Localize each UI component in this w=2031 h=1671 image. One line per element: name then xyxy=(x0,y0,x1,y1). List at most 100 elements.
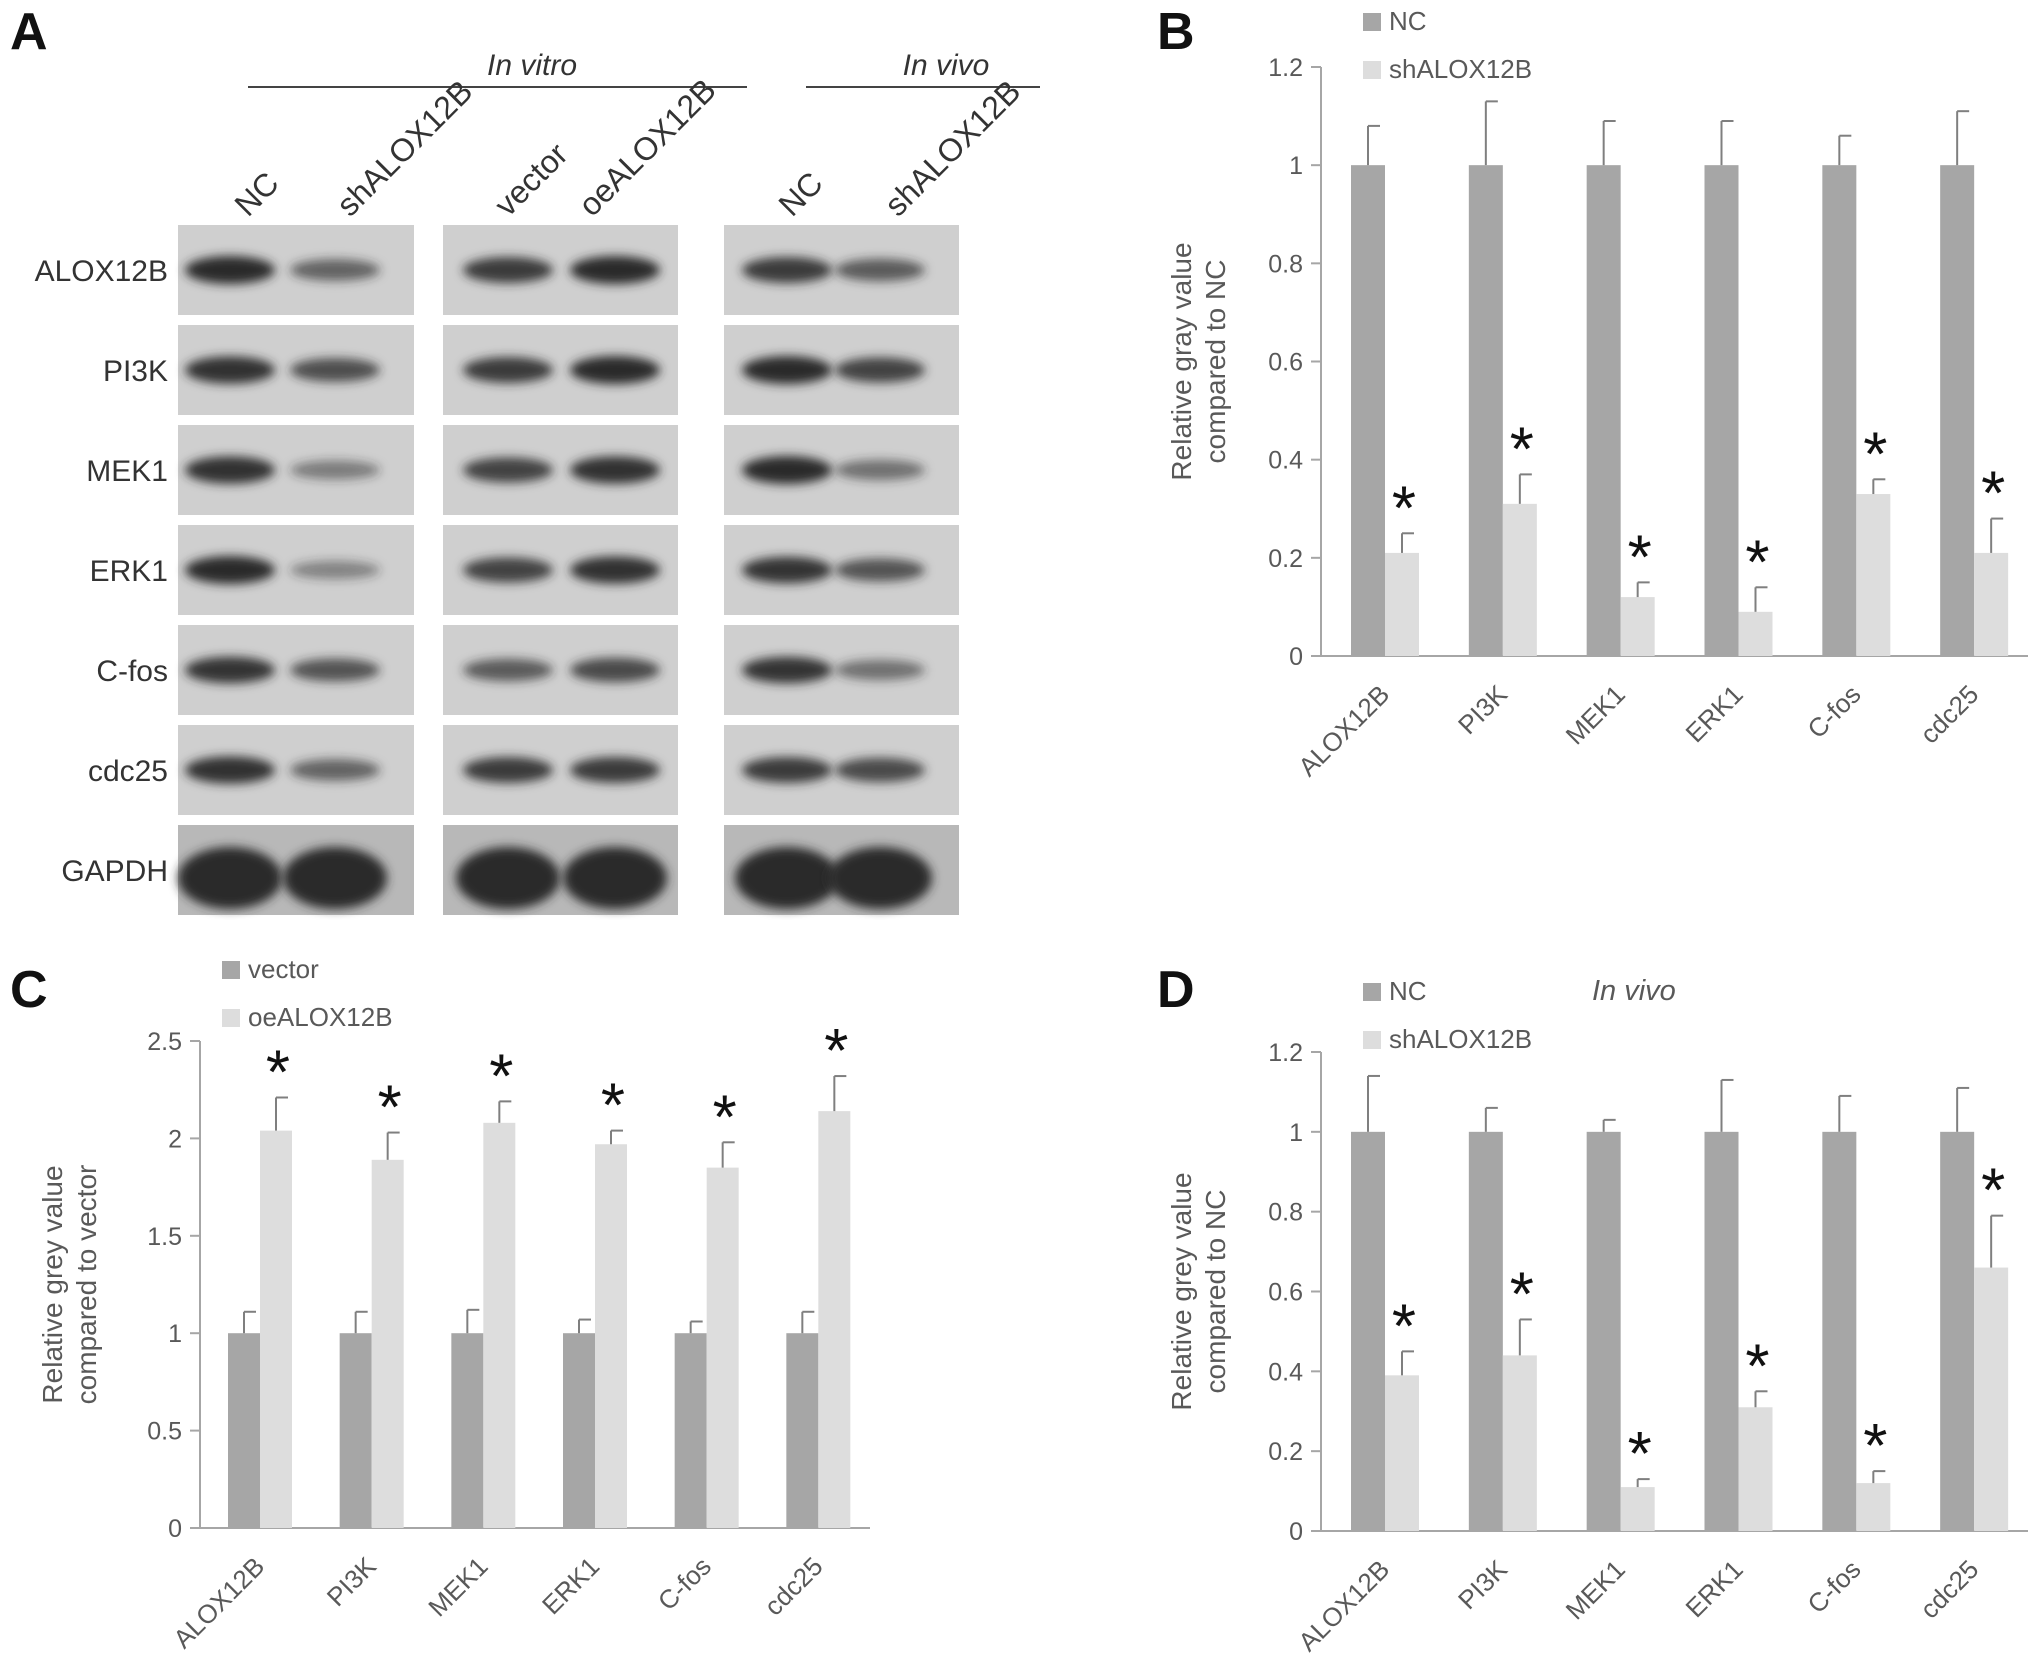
significance-asterisk: * xyxy=(1981,1157,2005,1226)
bar-nc xyxy=(1704,1131,1739,1531)
blot-band xyxy=(570,757,660,783)
bar-shalox12b xyxy=(1856,494,1891,656)
blot-band xyxy=(742,356,832,384)
blot-band xyxy=(463,757,553,783)
bar-shalox12b xyxy=(1502,1355,1537,1531)
bar-vector xyxy=(674,1333,707,1528)
blot-lane-label: shALOX12B xyxy=(329,73,479,223)
significance-asterisk: * xyxy=(1510,1260,1534,1329)
y-tick-label: 0.8 xyxy=(1268,1199,1303,1227)
x-tick-label: C-fos xyxy=(1801,679,1866,744)
x-tick-label: MEK1 xyxy=(422,1551,493,1622)
bar-nc xyxy=(1940,1131,1975,1531)
blot-band xyxy=(742,257,832,283)
blot-band xyxy=(742,556,832,584)
significance-asterisk: * xyxy=(1510,415,1534,484)
y-tick-label: 0.5 xyxy=(147,1418,182,1446)
significance-asterisk: * xyxy=(824,1017,848,1086)
blot-band xyxy=(185,756,275,784)
legend-swatch xyxy=(1363,1031,1381,1049)
blot-row-label: PI3K xyxy=(103,355,168,388)
bar-nc xyxy=(1586,1131,1621,1531)
blot-band xyxy=(563,847,667,909)
legend-swatch xyxy=(1363,61,1381,79)
x-tick-label: ALOX12B xyxy=(167,1551,270,1654)
bar-oealox12b xyxy=(260,1130,292,1528)
y-tick-label: 1.2 xyxy=(1268,54,1303,82)
bar-oealox12b xyxy=(706,1167,739,1528)
blot-lane-label: NC xyxy=(227,165,285,223)
bar-nc xyxy=(1940,165,1975,656)
bar-shalox12b xyxy=(1974,1267,2009,1531)
bar-vector xyxy=(451,1333,484,1528)
bar-shalox12b xyxy=(1385,552,1419,656)
blot-lane-label: vector xyxy=(487,136,574,223)
blot-band xyxy=(463,557,553,583)
legend-label: NC xyxy=(1389,976,1427,1006)
bar-chart-d: 0 0.2 0.4 0.6 0.8 1 1.2 Relative grey value comp… xyxy=(1166,975,2028,1657)
blot-band xyxy=(185,656,275,684)
y-tick-label: 1.2 xyxy=(1268,1039,1303,1067)
y-axis-label-line1: Relative gray value xyxy=(1166,242,1197,480)
blot-band xyxy=(290,259,380,281)
legend-swatch xyxy=(222,961,240,979)
panel-letter-d: D xyxy=(1157,961,1195,1019)
x-tick-label: ERK1 xyxy=(536,1551,605,1620)
y-tick-label: 2.5 xyxy=(147,1028,182,1056)
legend-swatch xyxy=(1363,13,1381,31)
legend-label: oeALOX12B xyxy=(248,1002,393,1032)
x-tick-label: C-fos xyxy=(652,1551,717,1616)
x-tick-label: C-fos xyxy=(1801,1554,1866,1619)
y-tick-label: 0.6 xyxy=(1268,349,1303,377)
blot-row-label: ERK1 xyxy=(90,555,168,588)
bar-chart-b: 0 0.2 0.4 0.6 0.8 1 1.2 Relative gray value comp… xyxy=(1166,6,2028,782)
y-tick-label: 2 xyxy=(168,1125,182,1153)
legend-label: shALOX12B xyxy=(1389,54,1532,84)
legend-label: NC xyxy=(1389,6,1427,36)
significance-asterisk: * xyxy=(266,1038,290,1107)
blot-band xyxy=(742,757,832,783)
bar-shalox12b xyxy=(1620,1487,1655,1531)
blot-band xyxy=(570,456,660,484)
y-tick-label: 0.2 xyxy=(1268,1438,1303,1466)
blot-band xyxy=(185,556,275,584)
blot-lane-label: oeALOX12B xyxy=(571,72,722,223)
legend-swatch xyxy=(1363,983,1381,1001)
significance-asterisk: * xyxy=(1628,1420,1652,1489)
bar-shalox12b xyxy=(1385,1375,1419,1531)
y-tick-label: 0 xyxy=(168,1515,182,1543)
bar-oealox12b xyxy=(595,1144,627,1528)
blot-group-title-invitro: In vitro xyxy=(487,49,577,82)
blot-band xyxy=(835,757,925,783)
bar-nc xyxy=(1822,1131,1857,1531)
y-tick-label: 0.4 xyxy=(1268,447,1303,475)
significance-asterisk: * xyxy=(1392,474,1416,543)
y-axis-label-line2: compared to NC xyxy=(1200,260,1231,464)
blot-band xyxy=(178,847,282,909)
blot-row-label: MEK1 xyxy=(86,455,168,488)
bar-vector xyxy=(228,1333,260,1528)
legend-label: vector xyxy=(248,960,319,984)
bar-chart-c: 0 0.5 1 1.5 2 2.5 Relative grey value compared … xyxy=(37,960,870,1654)
blot-band xyxy=(835,659,925,681)
blot-band xyxy=(290,358,380,382)
blot-band xyxy=(185,456,275,484)
y-tick-label: 0 xyxy=(1289,1518,1303,1546)
panel-letter-b: B xyxy=(1157,3,1195,61)
x-tick-label: cdc25 xyxy=(758,1551,828,1621)
bar-shalox12b xyxy=(1502,503,1537,656)
y-axis-label-line2: compared to vector xyxy=(71,1165,102,1405)
bar-shalox12b xyxy=(1974,552,2009,656)
x-tick-label: cdc25 xyxy=(1914,679,1984,749)
blot-band xyxy=(735,847,839,909)
y-tick-label: 1 xyxy=(1289,1119,1303,1147)
blot-band xyxy=(835,558,925,582)
x-tick-label: ALOX12B xyxy=(1292,1554,1395,1657)
blot-band xyxy=(463,658,553,682)
blot-band xyxy=(835,459,925,481)
bar-shalox12b xyxy=(1620,597,1655,656)
blot-band xyxy=(456,847,560,909)
x-tick-label: MEK1 xyxy=(1560,1554,1631,1625)
